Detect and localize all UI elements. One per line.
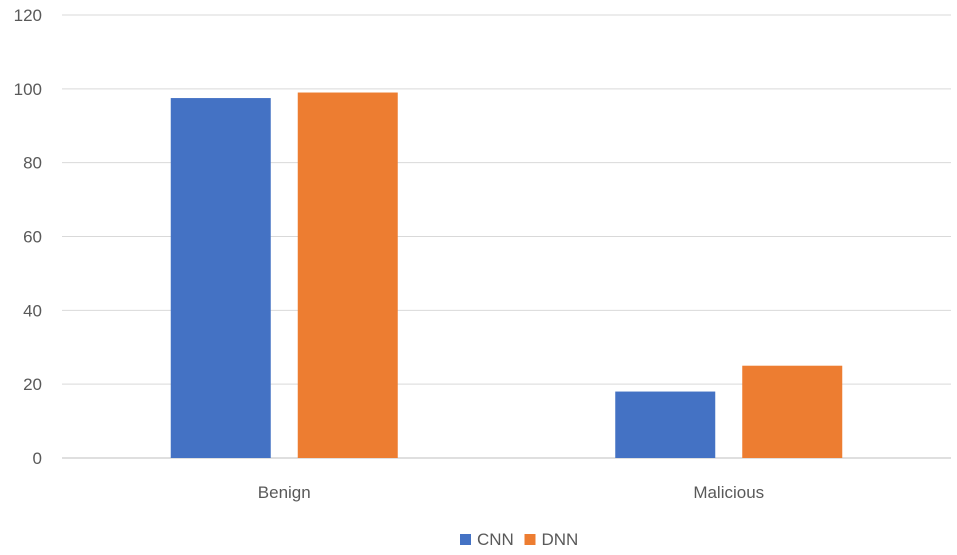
y-tick-label: 0 [33, 449, 42, 468]
legend-swatch-dnn [524, 534, 536, 545]
bar-dnn-malicious [742, 365, 843, 458]
bar-cnn-benign [170, 98, 271, 458]
y-tick-label: 80 [23, 154, 42, 173]
category-labels: Benign Malicious [258, 483, 764, 502]
y-tick-label: 60 [23, 228, 42, 247]
legend-label-dnn: DNN [542, 530, 579, 549]
y-tick-label: 20 [23, 375, 42, 394]
legend: CNN DNN [460, 530, 578, 549]
bars [170, 92, 843, 459]
y-axis-tick-labels: 0 20 40 60 80 100 120 [14, 6, 42, 468]
category-label: Benign [258, 483, 311, 502]
bar-dnn-benign [297, 92, 398, 459]
category-label: Malicious [693, 483, 764, 502]
legend-swatch-cnn [460, 534, 471, 545]
bar-cnn-malicious [615, 391, 716, 458]
y-tick-label: 120 [14, 6, 42, 25]
y-tick-label: 40 [23, 301, 42, 320]
y-tick-label: 100 [14, 80, 42, 99]
legend-label-cnn: CNN [477, 530, 514, 549]
